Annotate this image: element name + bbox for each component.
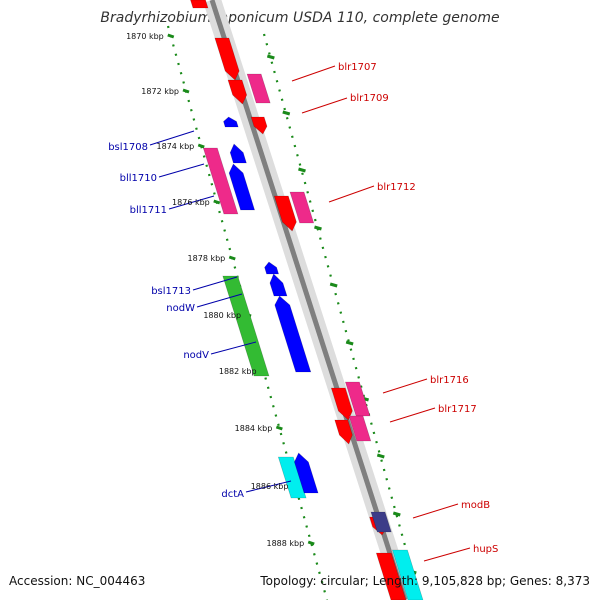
gene-feature <box>289 191 315 224</box>
tick-label: 1884 kbp <box>235 424 273 433</box>
ruler-major-tick <box>314 225 322 231</box>
label-leader-line <box>192 276 238 291</box>
gene-feature <box>334 419 353 445</box>
gene-feature <box>370 511 392 533</box>
tick-label: 1876 kbp <box>172 198 210 207</box>
gene-feature <box>250 116 268 135</box>
label-leader-line <box>389 407 436 423</box>
ruler-major-tick <box>266 54 275 60</box>
tick-label: 1870 kbp <box>126 32 164 41</box>
gene-labels: blr1707 blr1709 bsl1708 bll1710 bll1711 blr17… <box>108 62 498 555</box>
gene-feature <box>348 415 372 442</box>
gene-label: nodV <box>183 350 209 361</box>
ruler-major-tick <box>275 425 283 431</box>
ruler-major-tick <box>182 88 190 94</box>
gene-features <box>190 0 424 600</box>
gene-label: nodW <box>166 303 195 314</box>
gene-feature <box>223 116 239 128</box>
gene-feature <box>277 456 307 499</box>
label-leader-line <box>149 130 195 146</box>
ruler-major-tick <box>329 282 338 288</box>
label-leader-line <box>245 480 292 493</box>
gene-feature <box>294 452 319 494</box>
ruler-major-tick <box>282 110 291 116</box>
accession-label: Accession: NC_004463 <box>9 574 146 588</box>
gene-label: blr1712 <box>377 182 416 193</box>
gene-feature <box>264 261 280 275</box>
label-leader-line <box>382 378 428 394</box>
label-leader-line <box>168 195 215 210</box>
gene-feature <box>222 275 270 377</box>
gene-label: hupS <box>473 544 498 555</box>
ruler-major-tick <box>376 453 385 459</box>
gene-feature <box>330 387 353 421</box>
gene-label: modB <box>461 500 490 511</box>
tick-label: 1882 kbp <box>219 367 257 376</box>
gene-feature <box>228 163 256 211</box>
gene-label: bsl1713 <box>151 286 191 297</box>
tick-label: 1888 kbp <box>267 539 305 548</box>
gene-feature <box>375 552 407 600</box>
label-leader-line <box>301 97 348 114</box>
ruler-major-tick <box>307 540 315 546</box>
gene-feature <box>202 147 239 215</box>
gene-label: bll1710 <box>120 173 157 184</box>
label-leader-line <box>291 65 336 82</box>
label-leader-line <box>210 341 257 355</box>
gene-feature <box>344 381 371 417</box>
tick-label: 1886 kbp <box>251 482 289 491</box>
gene-label: bll1711 <box>130 205 167 216</box>
label-leader-line <box>196 293 243 308</box>
gene-label: blr1716 <box>430 375 469 386</box>
ruler-major-tick <box>213 199 221 205</box>
ruler-major-tick <box>167 33 175 39</box>
label-leader-line <box>328 185 375 203</box>
label-leader-line <box>423 547 471 562</box>
gene-label: bsl1708 <box>108 142 148 153</box>
kbp-tick-labels: 1870 kbp 1872 kbp 1874 kbp 1876 kbp 1878 kbp… <box>126 32 304 548</box>
map-title: Bradyrhizobium japonicum USDA 110, compl… <box>100 10 500 26</box>
gene-feature <box>273 195 297 232</box>
ruler-major-tick <box>197 143 205 149</box>
ruler-major-tick <box>392 511 401 517</box>
ruler-major-tick <box>228 255 236 261</box>
gene-label: blr1707 <box>338 62 377 73</box>
gene-feature <box>269 273 288 297</box>
tick-label: 1872 kbp <box>141 87 179 96</box>
gene-label: blr1717 <box>438 404 477 415</box>
tick-label: 1878 kbp <box>188 254 226 263</box>
gene-feature <box>274 295 312 373</box>
topology-label: Topology: circular; Length: 9,105,828 bp… <box>260 574 590 588</box>
gene-feature <box>190 0 209 9</box>
gene-label: blr1709 <box>350 93 389 104</box>
gene-feature <box>229 143 247 164</box>
tick-label: 1880 kbp <box>203 311 241 320</box>
ruler-right <box>262 33 422 600</box>
gene-feature <box>227 79 248 105</box>
gene-feature <box>246 73 271 104</box>
gene-feature <box>391 549 424 600</box>
label-leader-lines <box>149 65 471 562</box>
ruler-major-tick <box>298 167 306 173</box>
gene-label: dctA <box>221 489 244 500</box>
ruler-major-tick <box>345 340 354 346</box>
label-leader-line <box>158 163 205 178</box>
gene-feature <box>214 37 240 81</box>
label-leader-line <box>412 503 459 519</box>
tick-label: 1874 kbp <box>157 142 195 151</box>
